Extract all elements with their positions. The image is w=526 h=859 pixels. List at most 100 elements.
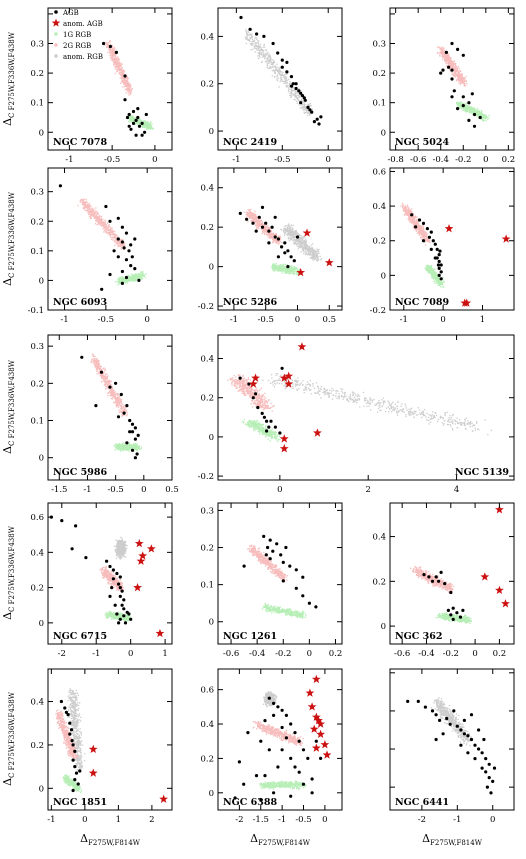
agb-point <box>441 732 445 736</box>
agb-point <box>283 241 287 245</box>
agb-point <box>108 272 112 277</box>
agb-point <box>448 722 452 726</box>
agb-point <box>310 110 314 114</box>
anom-agb-star <box>495 585 504 595</box>
agb-point <box>273 215 277 219</box>
agb-point <box>301 575 305 579</box>
anom-agb-star <box>248 379 258 388</box>
y-tick-label: 0.2 <box>372 69 386 79</box>
anom-agb-star <box>313 428 322 437</box>
agb-point <box>276 705 280 709</box>
x-tick-label: -1 <box>65 155 73 165</box>
anom-agb-star <box>284 371 294 380</box>
x-tick-label: -0.2 <box>455 155 471 165</box>
agb-point <box>297 89 301 93</box>
agb-point <box>473 757 477 761</box>
x-tick-label: -2 <box>58 649 66 659</box>
agb-point <box>272 713 276 718</box>
y-tick-label: 0.3 <box>30 342 44 352</box>
agb-point <box>269 419 273 423</box>
anom-agb-star <box>501 599 510 608</box>
rgb-2g-cloud <box>55 709 79 760</box>
agb-point <box>255 32 259 36</box>
agb-point <box>120 225 124 229</box>
agb-point <box>469 737 474 742</box>
agb-point <box>129 127 133 131</box>
agb-point <box>276 237 280 241</box>
agb-point <box>480 766 484 770</box>
agb-point <box>289 75 294 79</box>
agb-point <box>433 256 437 260</box>
agb-point <box>251 221 255 225</box>
agb-point <box>281 560 285 565</box>
panel-frame <box>217 502 343 645</box>
agb-point <box>491 779 495 784</box>
agb-point <box>247 382 251 386</box>
agb-point <box>260 225 265 229</box>
agb-point <box>462 718 466 723</box>
panel-ngc-6093: -1 -0.5 0 -0.1 0 0.1 0.2 0.3 NGC 6093 <box>28 167 173 325</box>
cluster-label: NGC 5139 <box>455 467 509 478</box>
agb-point <box>116 415 121 419</box>
agb-point <box>276 765 280 769</box>
legend: AGB anom. AGB 1G RGB 2G RGB anom. RGB <box>51 9 103 61</box>
panel-frame <box>47 334 173 481</box>
agb-point <box>124 258 129 262</box>
agb-point <box>268 538 272 542</box>
y-tick-label: 0.3 <box>372 40 386 50</box>
rgb-2g-cloud <box>90 353 129 417</box>
agb-point <box>306 756 310 761</box>
x-tick-label: 0 <box>144 315 149 325</box>
agb-point <box>111 568 115 572</box>
agb-point <box>118 575 122 579</box>
agb-point <box>129 264 133 268</box>
agb-point <box>100 287 104 291</box>
agb-point <box>144 112 148 117</box>
x-tick-label: -1 <box>47 815 55 825</box>
agb-point <box>461 53 465 57</box>
anom-agb-star <box>316 719 325 728</box>
x-tick-label: 0 <box>277 485 282 495</box>
x-tick-label: -1 <box>232 155 240 165</box>
agb-point <box>133 267 137 271</box>
agb-point <box>122 411 126 415</box>
agb-point <box>125 115 130 120</box>
x-tick-label: -0.5 <box>257 315 273 325</box>
agb-point <box>246 731 250 735</box>
x-tick-label: -0.2 <box>443 649 459 659</box>
y-tick-label: 0.1 <box>30 417 44 427</box>
anom-agb-star <box>309 724 319 733</box>
agb-point <box>439 263 443 267</box>
agb-point <box>484 757 488 761</box>
cluster-label: NGC 6715 <box>53 631 107 642</box>
x-tick-label: -0.5 <box>104 155 120 165</box>
agb-point <box>421 221 426 225</box>
agb-point <box>70 739 74 743</box>
agb-point <box>125 441 129 445</box>
agb-point <box>452 709 456 713</box>
x-tick-label: 0.5 <box>323 315 337 325</box>
cluster-label: NGC 6388 <box>223 797 277 808</box>
y-tick-label: 0.3 <box>30 188 44 198</box>
agb-point <box>123 74 127 78</box>
agb-point <box>446 608 450 613</box>
agb-point <box>447 65 451 69</box>
agb-point <box>122 246 126 250</box>
agb-point <box>273 425 277 429</box>
rgb-1g-cloud <box>127 114 154 130</box>
y-tick-label: 0.2 <box>200 754 214 764</box>
agb-point <box>451 606 455 610</box>
x-axis-label: ΔF275W,F814W <box>80 832 141 847</box>
y-tick-label: 0 <box>209 618 214 628</box>
agb-point <box>135 452 139 456</box>
agb-point <box>297 739 301 743</box>
agb-point <box>295 235 300 239</box>
agb-point <box>267 748 271 752</box>
x-tick-label: -0.2 <box>275 649 291 659</box>
agb-point <box>108 219 112 223</box>
agb-point <box>116 255 120 259</box>
cluster-label: NGC 7078 <box>53 137 107 148</box>
anom-agb-star <box>462 298 472 307</box>
y-tick-label: 0.6 <box>200 686 214 696</box>
x-tick-label: 0.2 <box>329 649 343 659</box>
